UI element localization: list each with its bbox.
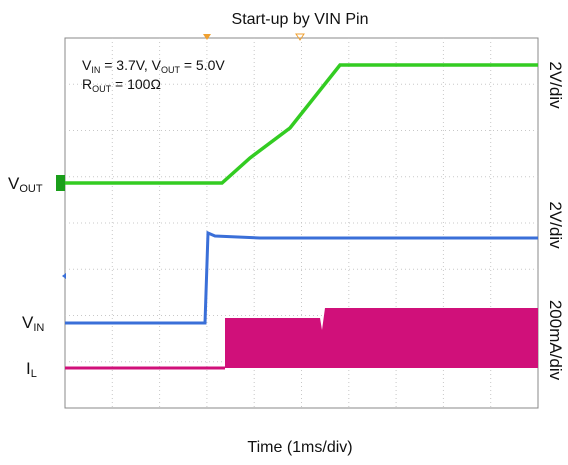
x-axis-label: Time (1ms/div) bbox=[247, 439, 352, 456]
vout-marker bbox=[56, 175, 65, 191]
vout-trace bbox=[65, 63, 538, 185]
il-envelope bbox=[225, 308, 538, 368]
scale-label: 200mA/div bbox=[546, 300, 565, 381]
trigger-marker bbox=[295, 33, 305, 41]
note-text: = 3.7V, V bbox=[100, 57, 161, 73]
label-main: I bbox=[26, 359, 31, 378]
scale-label: 2V/div bbox=[546, 61, 565, 109]
note-text: = 5.0V bbox=[180, 57, 225, 73]
note-line: VIN = 3.7V, VOUT = 5.0V bbox=[82, 57, 225, 75]
label-main: V bbox=[8, 174, 20, 193]
channel-label: IL bbox=[26, 359, 37, 380]
scale-label: 2V/div bbox=[546, 201, 565, 249]
subscript: IN bbox=[91, 65, 100, 75]
note-text: R bbox=[82, 76, 92, 92]
vin-marker bbox=[62, 273, 66, 279]
subscript: OUT bbox=[161, 65, 181, 75]
channel-label: VOUT bbox=[8, 174, 43, 195]
label-sub: L bbox=[31, 368, 37, 380]
note-line: ROUT = 100Ω bbox=[82, 76, 161, 94]
channel-label: VIN bbox=[22, 313, 44, 334]
note-text: V bbox=[82, 57, 92, 73]
label-sub: OUT bbox=[19, 183, 43, 195]
chart-title: Start-up by VIN Pin bbox=[232, 11, 369, 28]
subscript: OUT bbox=[92, 84, 112, 94]
label-main: V bbox=[22, 313, 34, 332]
trigger-marker bbox=[203, 34, 211, 40]
note-text: = 100Ω bbox=[111, 76, 161, 92]
label-sub: IN bbox=[33, 322, 44, 334]
vin-trace bbox=[65, 230, 538, 325]
